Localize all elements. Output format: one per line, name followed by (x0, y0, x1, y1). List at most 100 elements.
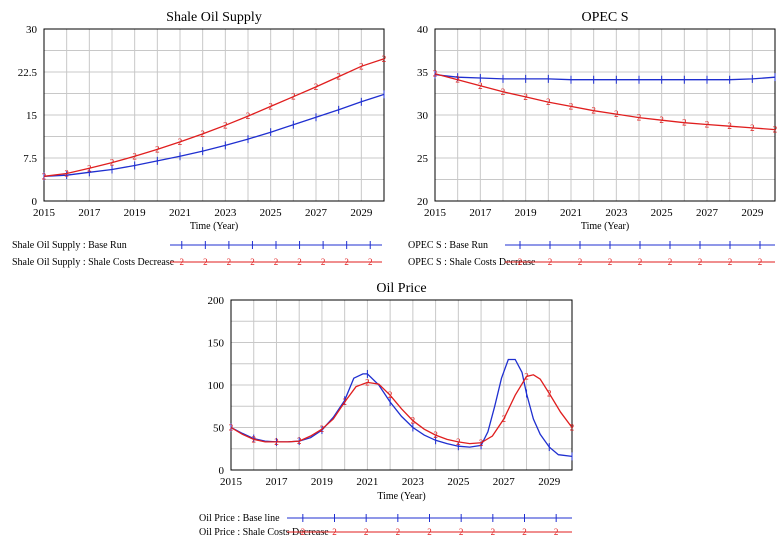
legend-marker: 2 (344, 257, 349, 267)
y-tick-label: 100 (208, 380, 225, 392)
data-point-marker: 2 (155, 144, 160, 154)
legend-marker: 2 (608, 257, 613, 267)
data-point-marker: 2 (200, 129, 205, 139)
x-tick-label: 2017 (78, 207, 101, 219)
data-point-marker: 2 (110, 158, 115, 168)
x-tick-label: 2029 (350, 207, 373, 219)
legend-marker: 2 (668, 257, 673, 267)
legend-marker: 2 (274, 257, 279, 267)
x-tick-label: 2019 (515, 207, 538, 219)
legend-marker: 2 (578, 257, 583, 267)
series-line-base (43, 93, 385, 177)
data-point-marker: 2 (132, 151, 137, 161)
data-point-marker: 2 (682, 118, 687, 128)
data-point-marker: 2 (546, 97, 551, 107)
x-tick-label: 2021 (169, 207, 191, 219)
chart-2: Oil Price 0 50 100 150 200 2015 2017 2019 2021 202… (199, 281, 574, 538)
legend-marker: 2 (758, 257, 763, 267)
chart-0: Shale Oil Supply 0 7.5 15 22.5 30 2015 2017 2019… (12, 10, 386, 268)
data-point-marker: 2 (87, 163, 92, 173)
y-tick-label: 0 (219, 465, 225, 477)
x-tick-label: 2025 (651, 207, 674, 219)
data-point-marker: 2 (502, 414, 507, 424)
legend-label: Oil Price : Base line (199, 513, 280, 524)
legend-label: Oil Price : Shale Costs Decrease (199, 527, 329, 538)
data-point-marker: 2 (342, 397, 347, 407)
legend-marker: 2 (491, 527, 496, 537)
x-tick-label: 2021 (560, 207, 582, 219)
legend-label: OPEC S : Shale Costs Decrease (408, 257, 536, 268)
legend-marker: 2 (180, 257, 185, 267)
x-tick-label: 2019 (311, 476, 334, 488)
chart-title: OPEC S (581, 10, 628, 25)
legend-marker: 2 (638, 257, 643, 267)
y-tick-label: 50 (213, 423, 225, 435)
data-point-marker: 2 (570, 423, 575, 433)
x-tick-label: 2029 (538, 476, 561, 488)
data-point-marker: 2 (547, 389, 552, 399)
data-point-marker: 2 (314, 82, 319, 92)
legend-marker: 2 (297, 257, 302, 267)
x-tick-label: 2015 (220, 476, 243, 488)
data-point-marker: 2 (178, 137, 183, 147)
data-point-marker: 2 (320, 424, 325, 434)
legend-marker: 2 (203, 257, 208, 267)
data-point-marker: 2 (291, 92, 296, 102)
y-tick-label: 30 (26, 24, 38, 36)
x-tick-label: 2025 (447, 476, 470, 488)
data-point-marker: 2 (501, 87, 506, 97)
x-tick-label: 2015 (33, 207, 56, 219)
data-point-marker: 2 (388, 390, 393, 400)
legend-label: Shale Oil Supply : Shale Costs Decrease (12, 257, 175, 268)
data-point-marker: 2 (251, 434, 256, 444)
data-point-marker: 2 (637, 113, 642, 123)
y-tick-label: 200 (208, 295, 225, 307)
y-tick-label: 7.5 (23, 153, 37, 165)
legend-label: Shale Oil Supply : Base Run (12, 240, 127, 251)
data-point-marker: 2 (229, 423, 234, 433)
y-tick-label: 35 (417, 67, 429, 79)
legend-marker: 2 (332, 527, 337, 537)
series-line-shale-costs-decrease (230, 374, 573, 445)
legend-marker: 2 (227, 257, 232, 267)
data-point-marker: 2 (614, 109, 619, 119)
data-point-marker: 2 (659, 115, 664, 125)
data-point-marker: 2 (246, 111, 251, 121)
x-tick-label: 2027 (696, 207, 719, 219)
legend-marker: 2 (364, 527, 369, 537)
y-tick-label: 30 (417, 110, 429, 122)
data-point-marker: 2 (750, 123, 755, 133)
data-point-marker: 2 (268, 101, 273, 111)
chart-title: Shale Oil Supply (166, 10, 262, 25)
series-line-base (434, 73, 776, 81)
y-tick-label: 150 (208, 338, 225, 350)
data-point-marker: 2 (591, 106, 596, 116)
x-tick-label: 2023 (402, 476, 425, 488)
x-tick-label: 2017 (469, 207, 492, 219)
data-point-marker: 2 (411, 416, 416, 426)
x-tick-label: 2027 (305, 207, 328, 219)
x-tick-label: 2027 (493, 476, 516, 488)
y-tick-label: 40 (417, 24, 429, 36)
legend-label: OPEC S : Base Run (408, 240, 488, 251)
x-tick-label: 2029 (741, 207, 764, 219)
data-point-marker: 2 (456, 437, 461, 447)
series-line-shale-costs-decrease (43, 58, 385, 177)
data-point-marker: 2 (705, 119, 710, 129)
data-point-marker: 2 (433, 430, 438, 440)
legend-marker: 2 (698, 257, 703, 267)
y-tick-label: 15 (26, 110, 38, 122)
x-tick-label: 2019 (124, 207, 147, 219)
data-point-marker: 2 (42, 171, 47, 181)
data-point-marker: 2 (359, 61, 364, 71)
legend-marker: 2 (427, 527, 432, 537)
x-tick-label: 2017 (265, 476, 288, 488)
legend-marker: 2 (522, 527, 527, 537)
x-axis-label: Time (Year) (377, 491, 425, 502)
x-tick-label: 2021 (356, 476, 378, 488)
x-axis-label: Time (Year) (581, 221, 629, 232)
data-point-marker: 2 (336, 72, 341, 82)
y-tick-label: 20 (417, 196, 429, 208)
